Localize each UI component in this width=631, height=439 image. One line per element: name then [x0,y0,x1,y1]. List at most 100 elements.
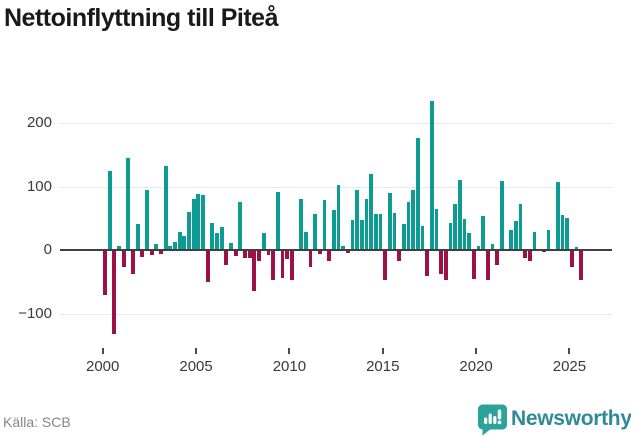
bar-2010Q3 [299,198,303,250]
bar-2015Q2 [387,193,392,250]
bar-2009Q3 [280,250,285,278]
bar-2014Q1 [364,199,369,250]
bar-2007Q2 [238,202,243,250]
bar-2025Q2 [574,246,579,250]
bar-2022Q1 [513,221,518,250]
bar-2006Q2 [219,226,224,250]
bar-2019Q3 [467,233,471,250]
bar-2002Q1 [140,250,145,257]
bar-2005Q2 [201,194,205,250]
y-axis-label-100: 100 [26,177,52,195]
x-tick-2015 [381,348,384,354]
bar-2020Q1 [476,246,481,250]
bar-2004Q3 [187,211,191,250]
bar-2022Q2 [518,203,523,250]
bar-2021Q1 [495,250,499,265]
gridline--100 [60,313,612,315]
x-tick-2025 [568,348,571,354]
bar-2022Q4 [527,250,532,262]
x-axis-label-2005: 2005 [179,358,213,375]
bar-2003Q2 [163,165,168,250]
bar-2006Q1 [215,233,219,250]
bar-2023Q1 [532,232,537,250]
bar-2016Q1 [401,223,406,250]
bar-2001Q3 [131,250,135,274]
bar-2000Q1 [103,250,107,296]
bar-2000Q3 [112,250,117,334]
bar-2013Q2 [350,220,355,250]
bar-2018Q4 [453,204,457,250]
bar-2001Q2 [126,157,131,250]
bar-2010Q1 [289,250,294,280]
zero-axis-line [60,249,612,251]
bar-2019Q4 [471,250,476,279]
mini-bar-2 [488,413,492,424]
bar-2012Q4 [341,245,345,250]
bar-2009Q4 [285,250,289,259]
bar-2001Q1 [121,250,126,268]
y-axis-label-200: 200 [26,114,52,131]
bar-2003Q3 [168,245,173,250]
bar-2009Q2 [275,191,280,250]
bar-2025Q3 [579,250,584,281]
bar-2004Q2 [182,236,187,250]
exclamation-dot [497,420,502,425]
bar-2004Q4 [191,199,196,250]
bar-2012Q1 [327,250,331,262]
bar-2016Q4 [415,138,420,250]
chart-title: Nettoinflyttning till Piteå [4,4,279,32]
bar-2011Q2 [313,213,317,250]
x-axis-label-2010: 2010 [272,358,307,375]
bar-2008Q4 [266,250,271,256]
bar-2014Q4 [378,214,383,250]
bar-2017Q4 [434,209,439,250]
gridline-100 [60,186,612,188]
bar-2015Q3 [392,212,397,250]
bar-2011Q3 [317,250,322,255]
gridline-200 [60,123,612,124]
bar-2017Q3 [429,100,434,250]
bar-2020Q3 [485,250,490,281]
bar-2014Q3 [373,213,378,250]
bar-2024Q4 [565,218,570,250]
bar-2012Q2 [331,210,336,250]
bar-2000Q2 [107,170,112,250]
bar-2006Q4 [229,243,233,250]
bar-2018Q3 [448,223,453,250]
bar-2005Q4 [210,222,215,250]
y-axis-label--100: −100 [18,304,52,322]
bar-2005Q3 [205,250,210,283]
bar-2005Q1 [196,194,201,250]
bar-2008Q3 [261,232,266,250]
bar-2018Q1 [439,250,443,274]
bar-2013Q1 [345,250,350,253]
bar-2010Q4 [303,232,308,250]
bar-2017Q1 [420,225,425,250]
bar-2003Q4 [173,242,177,250]
bar-2022Q3 [523,250,527,259]
bar-2018Q2 [443,250,448,281]
bar-2025Q1 [569,250,574,268]
y-axis-label-0: 0 [43,241,52,258]
bar-2004Q1 [177,231,182,250]
bar-2014Q2 [369,174,373,250]
bar-2002Q2 [145,189,149,250]
x-axis-label-2025: 2025 [552,358,587,375]
bar-2006Q3 [224,250,229,265]
newsworthy-wordmark: Newsworthy [511,407,631,430]
x-tick-2020 [475,348,478,354]
bar-2007Q1 [233,250,238,257]
bar-2012Q3 [336,184,341,250]
bar-2015Q1 [383,250,387,281]
bar-2016Q2 [406,202,411,250]
bar-2002Q4 [154,244,159,250]
bar-2016Q3 [411,190,415,250]
bar-2009Q1 [271,250,275,281]
newsworthy-bubble-icon [478,404,507,436]
bar-2000Q4 [117,246,121,250]
bar-2024Q2 [555,182,560,250]
x-axis-label-2000: 2000 [86,358,120,375]
newsworthy-logo: Newsworthy [477,403,631,437]
bar-2002Q3 [149,250,154,256]
